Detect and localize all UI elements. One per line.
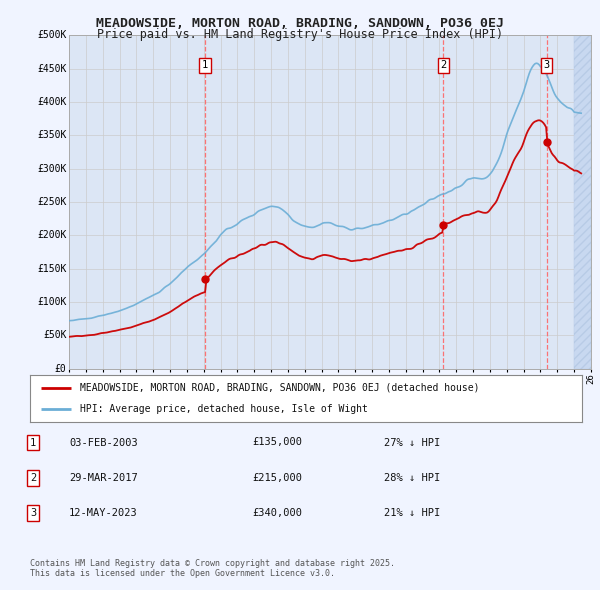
Text: 2: 2: [30, 473, 36, 483]
Text: HPI: Average price, detached house, Isle of Wight: HPI: Average price, detached house, Isle…: [80, 404, 368, 414]
Text: £340,000: £340,000: [252, 509, 302, 518]
Text: 1: 1: [202, 60, 208, 70]
Text: £50K: £50K: [43, 330, 67, 340]
Text: MEADOWSIDE, MORTON ROAD, BRADING, SANDOWN, PO36 0EJ: MEADOWSIDE, MORTON ROAD, BRADING, SANDOW…: [96, 17, 504, 30]
Text: £0: £0: [55, 364, 67, 373]
Text: 2: 2: [440, 60, 446, 70]
Text: £500K: £500K: [37, 31, 67, 40]
Text: £350K: £350K: [37, 130, 67, 140]
Text: 28% ↓ HPI: 28% ↓ HPI: [384, 473, 440, 483]
Text: Price paid vs. HM Land Registry's House Price Index (HPI): Price paid vs. HM Land Registry's House …: [97, 28, 503, 41]
Text: 12-MAY-2023: 12-MAY-2023: [69, 509, 138, 518]
Bar: [574, 35, 591, 369]
Text: Contains HM Land Registry data © Crown copyright and database right 2025.
This d: Contains HM Land Registry data © Crown c…: [30, 559, 395, 578]
Text: MEADOWSIDE, MORTON ROAD, BRADING, SANDOWN, PO36 0EJ (detached house): MEADOWSIDE, MORTON ROAD, BRADING, SANDOW…: [80, 383, 479, 393]
Text: £450K: £450K: [37, 64, 67, 74]
Text: £200K: £200K: [37, 231, 67, 240]
Text: 29-MAR-2017: 29-MAR-2017: [69, 473, 138, 483]
Text: 3: 3: [30, 509, 36, 518]
Text: £215,000: £215,000: [252, 473, 302, 483]
Text: £250K: £250K: [37, 197, 67, 207]
Bar: [574, 35, 591, 369]
Text: 3: 3: [544, 60, 550, 70]
Text: £150K: £150K: [37, 264, 67, 274]
Text: £135,000: £135,000: [252, 438, 302, 447]
Text: 03-FEB-2003: 03-FEB-2003: [69, 438, 138, 447]
Text: £400K: £400K: [37, 97, 67, 107]
Text: 27% ↓ HPI: 27% ↓ HPI: [384, 438, 440, 447]
Text: £300K: £300K: [37, 164, 67, 173]
Text: 1: 1: [30, 438, 36, 447]
Text: £100K: £100K: [37, 297, 67, 307]
Text: 21% ↓ HPI: 21% ↓ HPI: [384, 509, 440, 518]
